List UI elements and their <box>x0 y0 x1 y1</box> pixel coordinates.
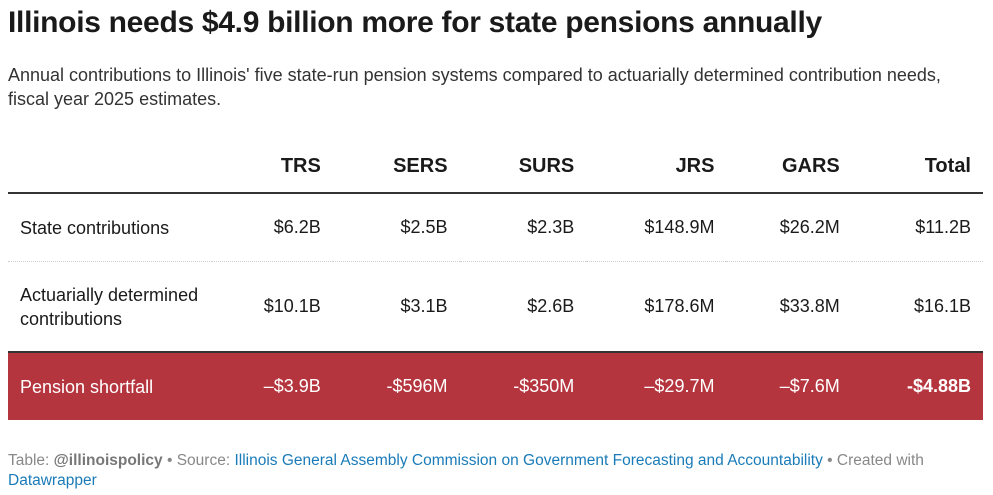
column-header-trs: TRS <box>212 140 333 194</box>
column-header-jrs: JRS <box>586 140 727 194</box>
row-label: Actuarially determined contributions <box>8 261 212 353</box>
footer-source-prefix: • Source: <box>162 452 235 469</box>
pension-table: TRS SERS SURS JRS GARS Total State contr… <box>8 140 983 420</box>
footer-table-prefix: Table: <box>8 452 54 469</box>
datawrapper-link[interactable]: Datawrapper <box>8 472 97 489</box>
column-header-surs: SURS <box>459 140 587 194</box>
table-cell: -$596M <box>332 352 460 420</box>
column-header-sers: SERS <box>332 140 460 194</box>
table-row-state-contributions: State contributions $6.2B $2.5B $2.3B $1… <box>8 193 983 262</box>
table-cell: –$3.9B <box>212 352 333 420</box>
column-header-gars: GARS <box>726 140 852 194</box>
chart-title: Illinois needs $4.9 billion more for sta… <box>8 6 822 39</box>
table-cell: $2.3B <box>459 193 587 262</box>
table-cell: $3.1B <box>332 261 460 353</box>
column-header-total: Total <box>851 140 983 194</box>
table-cell: $2.5B <box>332 193 460 262</box>
table-cell: $26.2M <box>726 193 852 262</box>
chart-subtitle: Annual contributions to Illinois' five s… <box>8 65 941 109</box>
table-cell: –$29.7M <box>586 352 727 420</box>
table-cell-total: -$4.88B <box>851 352 983 420</box>
table-cell: $148.9M <box>586 193 727 262</box>
table-cell: $2.6B <box>459 261 587 353</box>
column-header-empty <box>8 140 212 194</box>
row-label: Pension shortfall <box>8 352 212 420</box>
source-link[interactable]: Illinois General Assembly Commission on … <box>234 452 823 469</box>
footer-created-prefix: • Created with <box>822 452 924 469</box>
table-cell: –$7.6M <box>726 352 852 420</box>
table-cell-total: $16.1B <box>851 261 983 353</box>
table-row-actuarial-contributions: Actuarially determined contributions $10… <box>8 261 983 353</box>
table-cell: $10.1B <box>212 261 333 353</box>
table-row-pension-shortfall: Pension shortfall –$3.9B -$596M -$350M –… <box>8 352 983 420</box>
table-cell: -$350M <box>459 352 587 420</box>
row-label: State contributions <box>8 193 212 262</box>
chart-footer: Table: @illinoispolicy • Source: Illinoi… <box>8 451 983 491</box>
table-cell: $33.8M <box>726 261 852 353</box>
table-cell: $6.2B <box>212 193 333 262</box>
table-cell-total: $11.2B <box>851 193 983 262</box>
table-header-row: TRS SERS SURS JRS GARS Total <box>8 140 983 194</box>
footer-author: @illinoispolicy <box>53 452 163 469</box>
table-cell: $178.6M <box>586 261 727 353</box>
